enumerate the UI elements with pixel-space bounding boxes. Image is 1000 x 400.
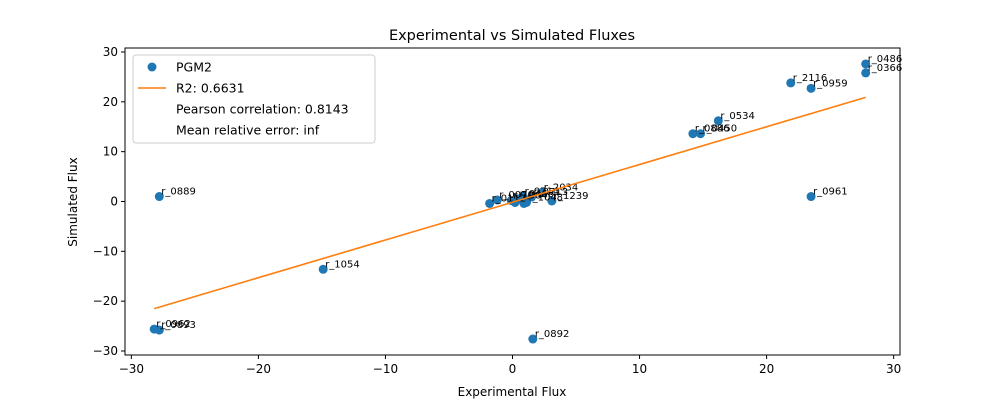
data-point: [861, 68, 871, 78]
legend-entry: Mean relative error: inf: [176, 123, 320, 138]
point-label: r_0112: [492, 193, 527, 204]
point-label: r_2116: [793, 73, 828, 84]
x-tick-label: 30: [886, 362, 901, 376]
data-point: [861, 59, 871, 69]
point-label: r_0366: [868, 63, 903, 74]
data-point: [318, 264, 328, 274]
point-label: r_1048: [528, 192, 563, 203]
data-point: [806, 83, 816, 93]
point-label: r_0893: [161, 320, 196, 331]
point-label: r_1084: [513, 191, 548, 202]
legend-entry: PGM2: [176, 60, 212, 75]
x-tick-label: −20: [246, 362, 271, 376]
fit-line: [153, 96, 866, 310]
data-point: [696, 129, 706, 139]
y-tick-label: 20: [103, 95, 118, 109]
y-tick-label: 10: [103, 145, 118, 159]
x-tick-label: 10: [632, 362, 647, 376]
y-tick-label: −20: [93, 294, 118, 308]
point-label: r_0714: [525, 187, 560, 198]
x-tick-label: −10: [373, 362, 398, 376]
data-point: [519, 198, 529, 208]
y-tick-label: −10: [93, 244, 118, 258]
data-point: [786, 78, 796, 88]
point-label: r_0486: [868, 54, 903, 65]
x-tick-label: 0: [509, 362, 517, 376]
data-point: [688, 129, 698, 139]
point-label: r_0892: [535, 329, 570, 340]
y-tick-label: 0: [110, 195, 118, 209]
point-label: r_1239: [554, 191, 589, 202]
y-tick-label: −30: [93, 344, 118, 358]
point-label: r_0962: [156, 319, 191, 330]
point-label: r_0070: [499, 190, 534, 201]
data-point: [492, 195, 502, 205]
point-label: r_1054: [325, 259, 360, 270]
point-label: r_0450: [703, 124, 738, 135]
point-label: r_0713: [534, 187, 569, 198]
point-label: r_0889: [161, 187, 196, 198]
y-axis-label: Simulated Flux: [66, 157, 80, 246]
legend-entry: Pearson correlation: 0.8143: [176, 102, 349, 117]
x-axis-label: Experimental Flux: [458, 385, 567, 399]
point-label: r_0961: [813, 187, 848, 198]
data-point: [485, 198, 495, 208]
legend-box: [132, 54, 376, 144]
axis-ticks: −30 −20 −10 0 10 20 30 −30 −20 −10 0 10 20 30: [93, 45, 902, 376]
legend: PGM2 R2: 0.6631 Pearson correlation: 0.814…: [132, 54, 376, 144]
legend-entry: R2: 0.6631: [176, 81, 245, 96]
point-label: r_0959: [813, 78, 848, 89]
data-point: [154, 192, 164, 202]
legend-marker: [147, 62, 157, 72]
point-label: r_0534: [720, 111, 755, 122]
x-tick-label: 20: [759, 362, 774, 376]
chart-title: Experimental vs Simulated Fluxes: [389, 28, 635, 44]
data-point: [528, 334, 538, 344]
data-point: [154, 325, 164, 335]
data-point: [713, 116, 723, 126]
y-tick-label: 30: [103, 45, 118, 59]
x-tick-label: −30: [119, 362, 144, 376]
data-point: [547, 196, 557, 206]
point-label: r_0886: [695, 124, 730, 135]
data-point: [806, 192, 816, 202]
